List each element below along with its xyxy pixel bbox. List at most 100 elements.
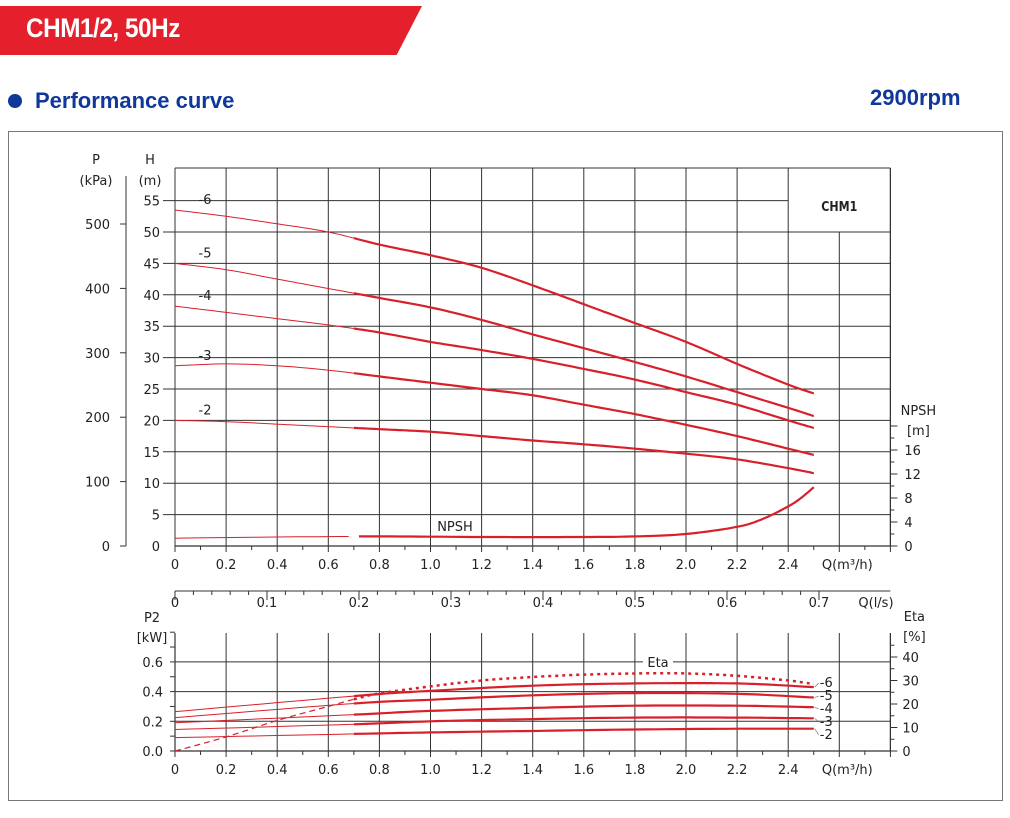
eta-tick-label: 10 xyxy=(902,722,919,737)
x-tick-label: 0.2 xyxy=(216,763,237,778)
x-tick-label: 1.4 xyxy=(522,558,543,573)
h-tick-label: 40 xyxy=(143,289,160,304)
head-curve--5-thin xyxy=(174,262,354,294)
head-curve--6 xyxy=(353,237,815,395)
model-banner: CHM1/2, 50Hz xyxy=(0,6,422,55)
h-tick-label: 20 xyxy=(143,414,160,429)
p2-axis-unit: [kW] xyxy=(137,631,168,646)
x-tick-label: 1.0 xyxy=(420,558,441,573)
x2-tick-label: 0.7 xyxy=(809,596,830,611)
npsh-tick-label: 4 xyxy=(904,516,912,531)
model-label: CHM1 xyxy=(821,199,857,214)
x-tick-label: 1.0 xyxy=(420,763,441,778)
power-curve-label-leader xyxy=(814,682,819,688)
x-tick-label: 0 xyxy=(171,558,179,573)
h-tick-label: 5 xyxy=(152,509,160,524)
eta-curve-dashed xyxy=(174,698,355,752)
power-curve--5-thin xyxy=(174,703,354,719)
x-axis-label: Q(m³/h) xyxy=(822,558,873,573)
x-tick-label: 1.4 xyxy=(522,763,543,778)
x2-tick-label: 0 xyxy=(171,596,179,611)
h-tick-label: 10 xyxy=(143,477,160,492)
x2-axis-label: Q(l/s) xyxy=(858,596,893,611)
head-curve--3 xyxy=(353,372,815,456)
power-curve--4-thin xyxy=(174,714,354,724)
power-curve-label--5: -5 xyxy=(820,689,833,704)
x-tick-label: 1.2 xyxy=(471,763,492,778)
power-curve-label-leader xyxy=(814,706,819,710)
x-tick-label: 2.4 xyxy=(778,558,799,573)
x-tick-label: 0.8 xyxy=(369,558,390,573)
x2-tick-label: 0.2 xyxy=(349,596,370,611)
x-tick-label: 0.6 xyxy=(318,763,339,778)
h-axis-label: H xyxy=(145,153,155,168)
x-tick-label: 2.0 xyxy=(676,763,697,778)
head-curve--2-thin xyxy=(174,419,354,429)
eta-curve xyxy=(353,671,815,701)
eta-axis-label: Eta xyxy=(904,610,925,625)
x-tick-label: 0.8 xyxy=(369,763,390,778)
h-tick-label: 30 xyxy=(143,352,160,367)
speed-label: 2900rpm xyxy=(870,85,961,110)
bullet-icon xyxy=(8,94,22,108)
x-tick-label: 1.8 xyxy=(625,763,646,778)
eta-tick-label: 0 xyxy=(902,745,910,760)
h-tick-label: 15 xyxy=(143,446,160,461)
npsh-curve xyxy=(359,486,815,539)
h-tick-label: 45 xyxy=(143,257,160,272)
x-tick-label: 2.2 xyxy=(727,558,748,573)
npsh-tick-label: 0 xyxy=(904,540,912,555)
p-tick-label: 100 xyxy=(85,476,110,491)
power-curve-label--3: -3 xyxy=(820,715,833,730)
curve-label--6: -6 xyxy=(199,193,212,208)
power-curve--4 xyxy=(353,704,814,716)
p2-tick-label: 0.2 xyxy=(142,715,163,730)
x2-tick-label: 0.4 xyxy=(533,596,554,611)
x-tick-label: 0.6 xyxy=(318,558,339,573)
h-tick-label: 0 xyxy=(152,540,160,555)
p-tick-label: 400 xyxy=(85,282,110,297)
x-tick-label: 2.4 xyxy=(778,763,799,778)
curve-label--4: -4 xyxy=(199,289,212,304)
power-curve-label-leader xyxy=(814,728,820,736)
curve-label--5: -5 xyxy=(199,246,212,261)
npsh-tick-label: 16 xyxy=(904,444,921,459)
x-tick-label: 1.6 xyxy=(573,763,594,778)
x-tick-label: 1.6 xyxy=(573,558,594,573)
power-curve-label-leader xyxy=(814,718,819,723)
eta-tick-label: 20 xyxy=(902,698,919,713)
power-curve--2 xyxy=(353,727,814,735)
npsh-curve-label: NPSH xyxy=(437,520,473,535)
h-axis-unit: (m) xyxy=(139,174,162,189)
npsh-tick-label: 8 xyxy=(904,492,912,507)
x-tick-label: 0 xyxy=(171,763,179,778)
head-curve--4-thin xyxy=(174,305,354,329)
h-tick-label: 50 xyxy=(143,226,160,241)
power-curve--2-thin xyxy=(174,733,354,739)
eta-label-bg xyxy=(643,655,673,669)
banner-text: CHM1/2, 50Hz xyxy=(26,13,180,43)
curve-label--3: -3 xyxy=(199,349,212,364)
eta-tick-label: 30 xyxy=(902,675,919,690)
x-tick-label: 0.4 xyxy=(267,558,288,573)
npsh-curve-thin xyxy=(174,536,349,539)
npsh-axis-label: NPSH xyxy=(901,404,937,419)
power-curve--3-thin xyxy=(174,723,354,730)
power-curve-label--2: -2 xyxy=(820,728,833,743)
head-curve--4 xyxy=(353,327,815,429)
power-curve--5 xyxy=(353,691,814,705)
x2-tick-label: 0.3 xyxy=(441,596,462,611)
eta-curve-label: Eta xyxy=(647,656,668,671)
p-axis-unit: (kPa) xyxy=(80,174,113,189)
npsh-tick-label: 12 xyxy=(904,468,921,483)
p2-tick-label: 0.4 xyxy=(142,686,163,701)
section-title-text: Performance curve xyxy=(35,88,235,113)
x-tick-label: 1.2 xyxy=(471,558,492,573)
x2-tick-label: 0.1 xyxy=(257,596,278,611)
power-curve--3 xyxy=(353,716,814,726)
x2-tick-label: 0.5 xyxy=(625,596,646,611)
x-tick-label: 0.4 xyxy=(267,763,288,778)
p2-tick-label: 0.0 xyxy=(142,745,163,760)
h-tick-label: 35 xyxy=(143,320,160,335)
